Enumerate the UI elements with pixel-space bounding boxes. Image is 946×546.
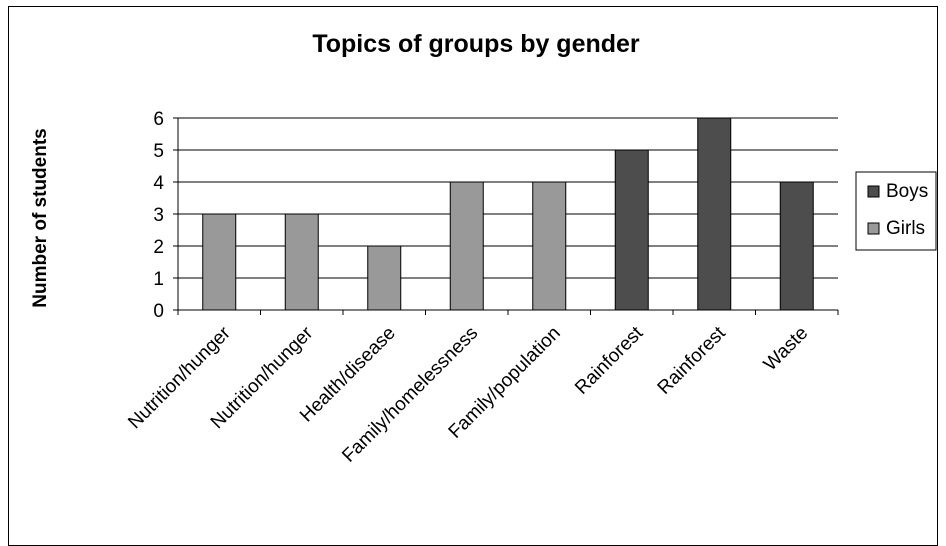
y-tick-labels: 0 1 2 3 4 5 6 [153,109,164,322]
legend-label: Boys [886,181,928,202]
axes [173,117,839,315]
bar [779,181,814,311]
legend-box [855,171,937,251]
y-tick-label: 1 [153,269,164,290]
legend-label: Girls [886,218,925,239]
bar [284,213,319,311]
y-tick-label: 6 [153,109,164,130]
x-tick-label: Rainforest [571,322,648,399]
legend-swatch [867,185,880,198]
gridlines [178,117,838,279]
bar [697,117,732,311]
y-tick-label: 4 [153,173,164,194]
bar [532,181,567,311]
x-tick-label: Family/homelessness [338,323,482,467]
x-tick-label: Rainforest [654,322,731,399]
x-tick-label: Waste [760,323,812,375]
chart-canvas: Topics of groups by gender Number of stu… [30,30,937,467]
bars [202,117,814,311]
bar [449,181,484,311]
legend: Boys Girls [855,171,937,251]
legend-swatch [867,222,880,235]
y-axis-label: Number of students [30,128,51,307]
bar [202,213,237,311]
y-tick-label: 3 [153,205,164,226]
y-tick-label: 5 [153,141,164,162]
bar [367,245,402,311]
y-tick-label: 2 [153,237,164,258]
chart-title: Topics of groups by gender [312,30,640,58]
bar [614,149,649,311]
x-tick-labels: Nutrition/hungerNutrition/hungerHealth/d… [124,322,812,467]
y-tick-label: 0 [153,301,164,322]
